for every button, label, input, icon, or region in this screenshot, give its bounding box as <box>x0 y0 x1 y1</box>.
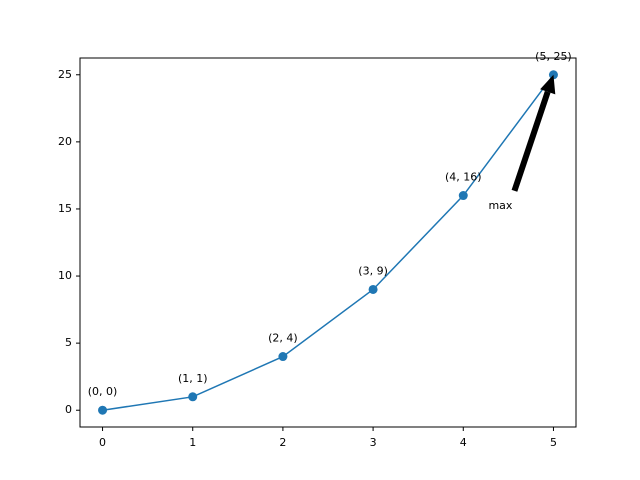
x-tick-label: 3 <box>370 436 377 449</box>
x-tick-label: 4 <box>460 436 467 449</box>
data-label: (5, 25) <box>535 50 572 63</box>
y-tick-label: 25 <box>58 68 72 81</box>
data-label: (3, 9) <box>358 264 388 277</box>
annotation-arrow-shaft <box>511 90 551 192</box>
data-label: (2, 4) <box>268 332 298 345</box>
annotation: max <box>488 199 512 212</box>
marker <box>368 284 378 294</box>
y-tick-label: 10 <box>58 269 72 282</box>
y-tick-label: 15 <box>58 202 72 215</box>
y-tick-label: 0 <box>65 403 72 416</box>
annotation-arrow-head <box>540 74 556 95</box>
data-label: (4, 16) <box>445 171 482 184</box>
y-tick-label: 20 <box>58 135 72 148</box>
axes-frame <box>79 57 577 428</box>
y-tick-label: 5 <box>65 336 72 349</box>
x-tick-label: 5 <box>550 436 557 449</box>
marker <box>188 392 198 402</box>
data-label: (0, 0) <box>88 385 118 398</box>
marker <box>278 352 288 362</box>
x-tick-label: 2 <box>279 436 286 449</box>
marker <box>458 191 468 201</box>
line <box>102 74 555 411</box>
x-tick-label: 0 <box>99 436 106 449</box>
x-tick-label: 1 <box>189 436 196 449</box>
marker <box>98 405 108 415</box>
data-label: (1, 1) <box>178 372 208 385</box>
